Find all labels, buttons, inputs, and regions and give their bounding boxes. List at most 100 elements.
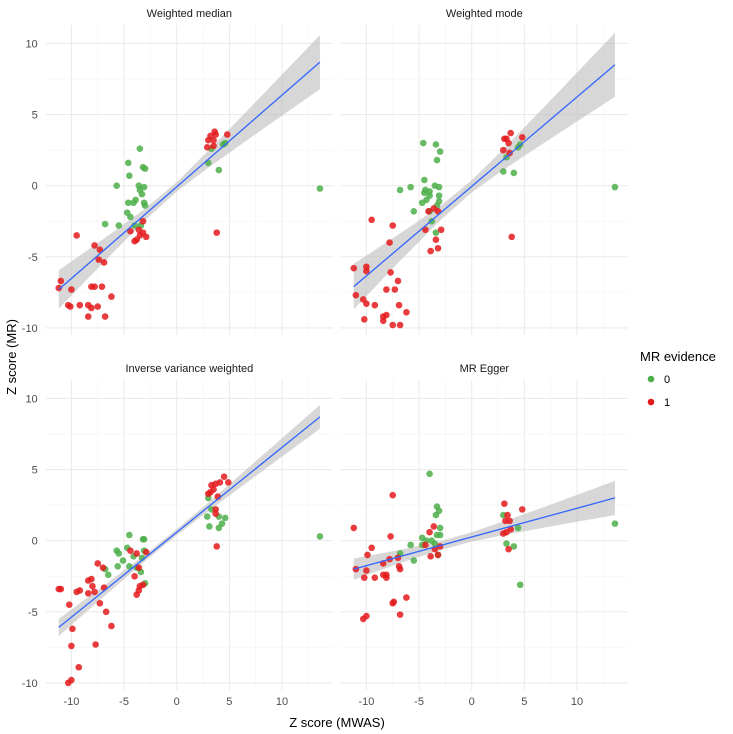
data-point-evidence-0 [436, 531, 444, 539]
y-tick-label: 5 [32, 110, 38, 122]
data-point-evidence-0 [419, 139, 427, 147]
y-tick-label: 5 [32, 465, 38, 477]
legend: MR evidence 0 1 [640, 349, 716, 409]
data-point-evidence-1 [139, 581, 147, 589]
data-point-evidence-1 [506, 149, 513, 157]
data-point-evidence-0 [215, 524, 223, 532]
data-point-evidence-0 [611, 520, 619, 527]
data-point-evidence-1 [64, 679, 72, 687]
regression-line [58, 61, 321, 291]
data-point-evidence-1 [69, 625, 76, 633]
data-point-evidence-0 [119, 557, 127, 564]
data-point-evidence-0 [435, 192, 443, 199]
data-point-evidence-1 [422, 541, 429, 549]
data-point-evidence-1 [100, 259, 108, 266]
y-tick-label: -5 [28, 607, 38, 619]
data-point-evidence-1 [127, 547, 134, 554]
data-point-evidence-1 [383, 574, 390, 581]
data-point-evidence-0 [410, 557, 418, 564]
confidence-ribbon [353, 32, 615, 310]
data-point-evidence-1 [506, 517, 513, 525]
data-point-evidence-1 [84, 313, 92, 320]
data-point-evidence-1 [96, 246, 104, 253]
y-tick-label: -5 [28, 252, 38, 264]
data-point-evidence-1 [91, 242, 98, 249]
data-point-evidence-0 [114, 562, 122, 570]
data-point-evidence-1 [363, 267, 370, 275]
data-point-evidence-1 [363, 300, 370, 308]
data-point-evidence-0 [431, 540, 439, 547]
data-point-evidence-1 [360, 574, 368, 581]
data-point-evidence-1 [434, 244, 442, 252]
data-point-evidence-0 [140, 535, 148, 543]
panel-4: MR Egger -10 -5 0 5 10 [340, 363, 628, 708]
data-point-evidence-0 [127, 213, 134, 221]
data-point-evidence-1 [395, 301, 403, 309]
data-point-evidence-1 [127, 227, 134, 235]
x-tick-label: -5 [414, 696, 424, 708]
x-tick-label: 0 [174, 696, 180, 708]
data-point-evidence-1 [210, 136, 217, 144]
data-point-evidence-1 [142, 548, 150, 556]
data-point-evidence-1 [508, 233, 516, 241]
data-point-evidence-0 [215, 166, 223, 174]
data-point-evidence-1 [505, 139, 512, 147]
data-point-evidence-1 [422, 226, 429, 234]
data-point-evidence-0 [510, 543, 518, 550]
data-point-evidence-0 [115, 222, 123, 229]
data-point-evidence-1 [371, 574, 379, 581]
data-point-evidence-1 [100, 584, 108, 591]
data-point-evidence-1 [504, 511, 511, 519]
data-point-evidence-1 [88, 575, 95, 583]
data-point-evidence-1 [89, 582, 96, 590]
data-point-evidence-1 [68, 642, 75, 650]
data-point-evidence-1 [383, 286, 390, 293]
data-point-evidence-0 [510, 169, 518, 177]
data-point-evidence-1 [518, 506, 526, 513]
data-point-evidence-0 [221, 139, 229, 147]
data-point-evidence-0 [432, 229, 440, 236]
data-point-evidence-1 [76, 301, 84, 309]
legend-key-0-dot [647, 375, 655, 383]
data-point-evidence-1 [76, 587, 84, 594]
data-point-evidence-0 [141, 202, 149, 209]
data-point-evidence-1 [135, 226, 143, 234]
data-point-evidence-1 [73, 232, 80, 239]
data-point-evidence-1 [389, 222, 397, 229]
data-point-evidence-1 [91, 588, 98, 596]
x-axis-title: Z score (MWAS) [289, 715, 385, 730]
data-point-evidence-1 [427, 553, 434, 560]
y-tick-label: -10 [22, 323, 38, 335]
facet-title: Weighted mode [446, 8, 523, 20]
data-point-evidence-1 [57, 585, 65, 593]
data-point-evidence-1 [203, 143, 211, 151]
data-point-evidence-1 [500, 146, 507, 154]
data-point-evidence-1 [131, 572, 138, 580]
data-point-evidence-1 [430, 523, 438, 530]
data-point-evidence-1 [95, 256, 103, 263]
data-point-evidence-1 [108, 293, 115, 300]
panel-2: Weighted mode [340, 8, 628, 335]
x-tick-label: 5 [226, 696, 232, 708]
x-tick-label: 5 [521, 696, 527, 708]
data-point-evidence-1 [75, 663, 83, 671]
regression-line [353, 64, 616, 288]
data-point-evidence-1 [96, 599, 104, 607]
data-point-evidence-0 [433, 156, 441, 164]
data-point-evidence-0 [432, 511, 440, 519]
y-tick-label: -10 [22, 678, 38, 690]
data-point-evidence-0 [436, 148, 444, 155]
data-point-evidence-0 [203, 513, 211, 520]
data-point-evidence-0 [435, 183, 443, 191]
panel-1: Weighted median -10 -5 0 5 10 [22, 8, 333, 335]
data-point-evidence-1 [94, 303, 102, 310]
data-point-evidence-1 [368, 216, 375, 224]
legend-label-0: 0 [664, 374, 670, 386]
data-point-evidence-1 [57, 277, 65, 285]
data-point-evidence-0 [407, 183, 414, 191]
data-point-evidence-1 [432, 236, 440, 244]
data-point-evidence-1 [387, 269, 394, 276]
data-point-evidence-1 [350, 264, 358, 272]
facet-title: MR Egger [460, 363, 510, 375]
